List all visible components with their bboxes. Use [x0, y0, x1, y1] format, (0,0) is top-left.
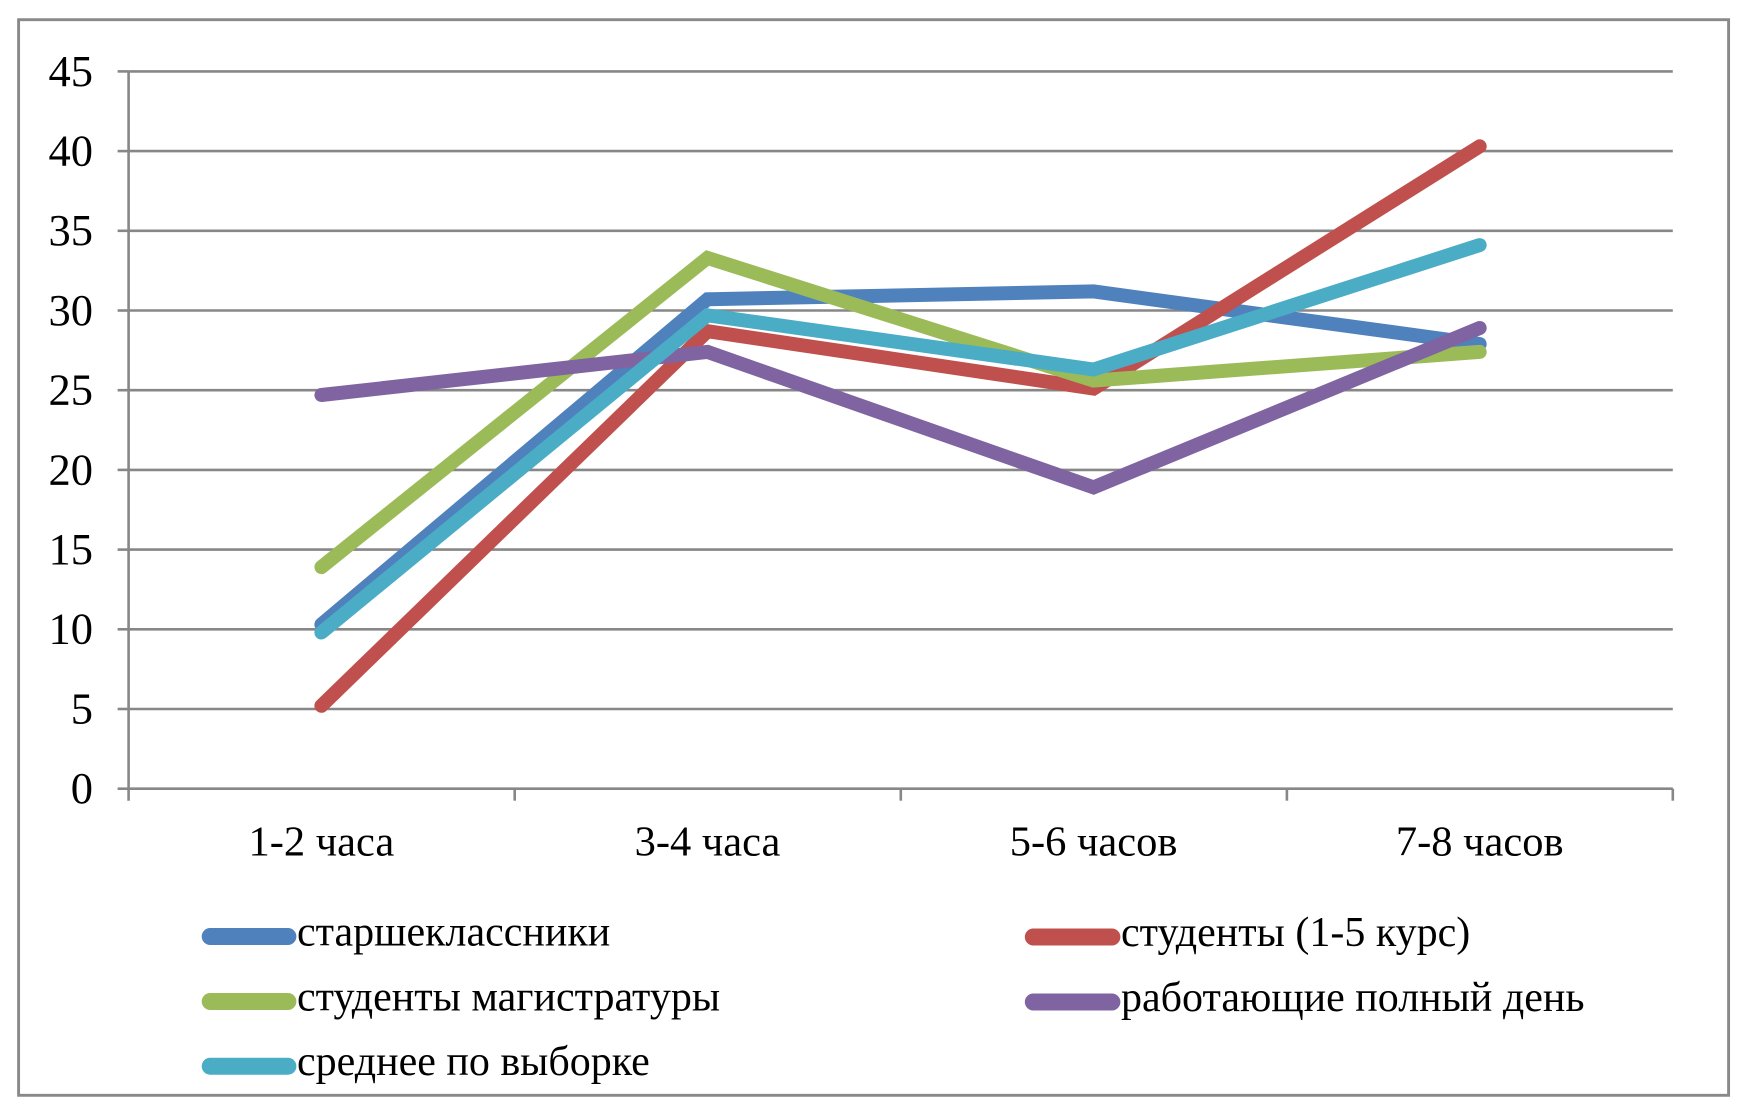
svg-text:студенты (1-5 курс): студенты (1-5 курс)	[1121, 910, 1470, 956]
svg-text:5-6 часов: 5-6 часов	[1010, 818, 1178, 865]
svg-text:1-2 часа: 1-2 часа	[249, 818, 395, 865]
svg-text:среднее по выборке: среднее по выборке	[297, 1039, 650, 1085]
svg-text:10: 10	[49, 604, 94, 654]
svg-text:35: 35	[49, 205, 94, 255]
svg-text:старшеклассники: старшеклассники	[297, 909, 610, 955]
svg-text:5: 5	[71, 683, 93, 733]
svg-text:45: 45	[49, 46, 94, 96]
svg-text:0: 0	[71, 763, 93, 813]
svg-text:30: 30	[49, 285, 94, 335]
svg-text:7-8 часов: 7-8 часов	[1396, 818, 1564, 865]
svg-text:работающие полный день: работающие полный день	[1121, 975, 1585, 1021]
svg-text:15: 15	[49, 524, 94, 574]
svg-text:студенты магистратуры: студенты магистратуры	[297, 974, 720, 1020]
svg-text:3-4 часа: 3-4 часа	[635, 818, 781, 865]
svg-text:40: 40	[49, 126, 94, 176]
svg-text:25: 25	[49, 365, 94, 415]
svg-text:20: 20	[49, 444, 94, 494]
